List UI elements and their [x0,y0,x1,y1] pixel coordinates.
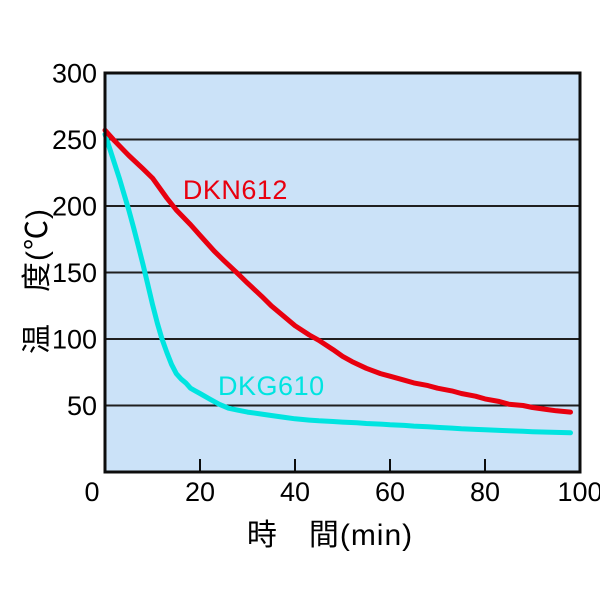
series-label-dkg610: DKG610 [218,370,325,401]
x-tick-label: 100 [557,477,600,507]
y-tick-label: 50 [67,391,97,421]
series-line-dkn612 [102,127,573,415]
series-label-dkn612: DKN612 [182,175,288,206]
y-tick-label: 250 [52,125,97,155]
x-tick-label: 80 [470,477,500,507]
y-axis-title: 温 度(℃) [21,208,54,354]
x-tick-label: 20 [185,477,215,507]
y-tick-label: 150 [52,258,97,288]
x-tick-label: 40 [280,477,310,507]
x-axis-title: 時 間(min) [246,519,414,552]
plot-border [103,71,582,474]
x-tick-label: 60 [375,477,405,507]
x-tick-label: 0 [84,477,99,507]
series-line-dkg610 [102,131,573,436]
y-tick-label: 100 [52,325,97,355]
y-tick-label: 200 [52,192,97,222]
y-tick-label: 300 [52,59,97,89]
